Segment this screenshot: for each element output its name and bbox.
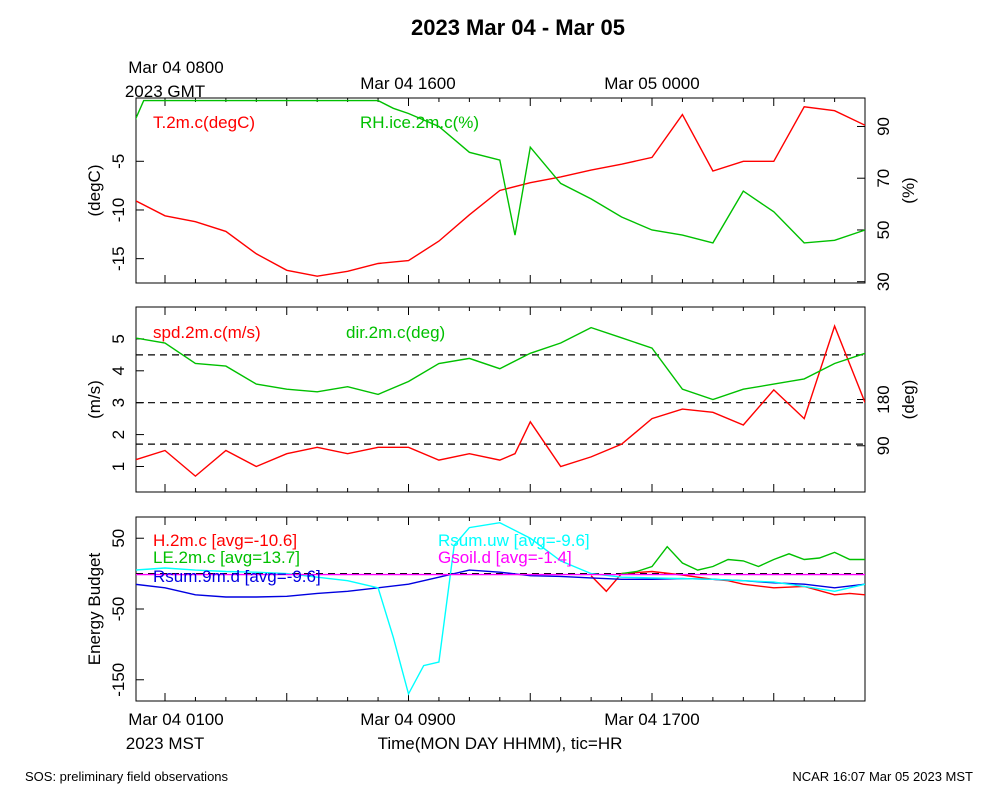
- y-tick-label-left: 4: [109, 366, 128, 375]
- x-axis-title: Time(MON DAY HHMM), tic=HR: [378, 734, 623, 753]
- top-axis-label-3: Mar 05 0000: [604, 74, 699, 93]
- y-tick-label-right: 180: [874, 385, 893, 413]
- top-axis-label-2: Mar 04 1600: [360, 74, 455, 93]
- legend-wind-speed: spd.2m.c(m/s): [153, 323, 261, 342]
- legend-wind-direction: dir.2m.c(deg): [346, 323, 445, 342]
- y-tick-label-left: -10: [109, 198, 128, 223]
- y-tick-label-left: 2: [109, 430, 128, 439]
- y-tick-label-left: 50: [109, 529, 128, 548]
- wind-panel: 1 2 3 4 5 (m/s) 90 180 (deg): [85, 306, 918, 493]
- series-line-1: [621, 545, 865, 575]
- temperature-humidity-panel: -5 -10 -15 (degC) 90 70 50 30 (%): [85, 97, 918, 291]
- y-tick-label-left: 1: [109, 462, 128, 471]
- plot-frame: [135, 97, 866, 284]
- legend-rsum-9m: Rsum.9m.d [avg=-9.6]: [153, 567, 321, 586]
- y-tick-label-right: 50: [874, 220, 893, 239]
- y-axis-title-right: (deg): [899, 380, 918, 420]
- top-axis-label-1: Mar 04 0800: [128, 58, 223, 77]
- bottom-axis-label-2: Mar 04 0900: [360, 710, 455, 729]
- y-tick-label-left: 5: [109, 334, 128, 343]
- y-tick-label-right: 30: [874, 272, 893, 291]
- bottom-axis-label-3: Mar 04 1700: [604, 710, 699, 729]
- footer-right: NCAR 16:07 Mar 05 2023 MST: [792, 769, 973, 784]
- y-tick-label-right: 90: [874, 117, 893, 136]
- y-tick-label-left: -5: [109, 154, 128, 169]
- series-line-3: [136, 521, 865, 696]
- legend-sensible-heat: H.2m.c [avg=-10.6]: [153, 531, 297, 550]
- y-tick-label-left: 3: [109, 398, 128, 407]
- energy-budget-panel: 50 -50 -150 Energy Budget: [85, 516, 866, 702]
- legend-rsum-uw: Rsum.uw [avg=-9.6]: [438, 531, 590, 550]
- y-tick-label-right: 70: [874, 169, 893, 188]
- y-axis-title-left: (degC): [85, 165, 104, 217]
- legend-gsoil: Gsoil.d [avg=-1.4]: [438, 548, 572, 567]
- y-tick-label-right: 90: [874, 436, 893, 455]
- bottom-axis-label-1: Mar 04 0100: [128, 710, 223, 729]
- y-axis-title-left: (m/s): [85, 380, 104, 419]
- y-axis-title-right: (%): [899, 177, 918, 203]
- legend-temperature: T.2m.c(degC): [153, 113, 255, 132]
- legend-latent-heat: LE.2m.c [avg=13.7]: [153, 548, 300, 567]
- y-axis-title-left: Energy Budget: [85, 552, 104, 665]
- figure-title: 2023 Mar 04 - Mar 05: [411, 15, 625, 40]
- series-line-1: [136, 99, 865, 244]
- bottom-axis-label-1-line2: 2023 MST: [126, 734, 204, 753]
- series-line-0: [136, 106, 865, 277]
- y-tick-label-left: -50: [109, 597, 128, 622]
- top-axis-label-1-line2: 2023 GMT: [125, 82, 205, 101]
- series-line-0: [136, 324, 865, 478]
- footer-left: SOS: preliminary field observations: [25, 769, 229, 784]
- y-tick-label-left: -15: [109, 246, 128, 271]
- legend-rh-ice: RH.ice.2m.c(%): [360, 113, 479, 132]
- y-tick-label-left: -150: [109, 663, 128, 697]
- series-line-1: [136, 326, 865, 401]
